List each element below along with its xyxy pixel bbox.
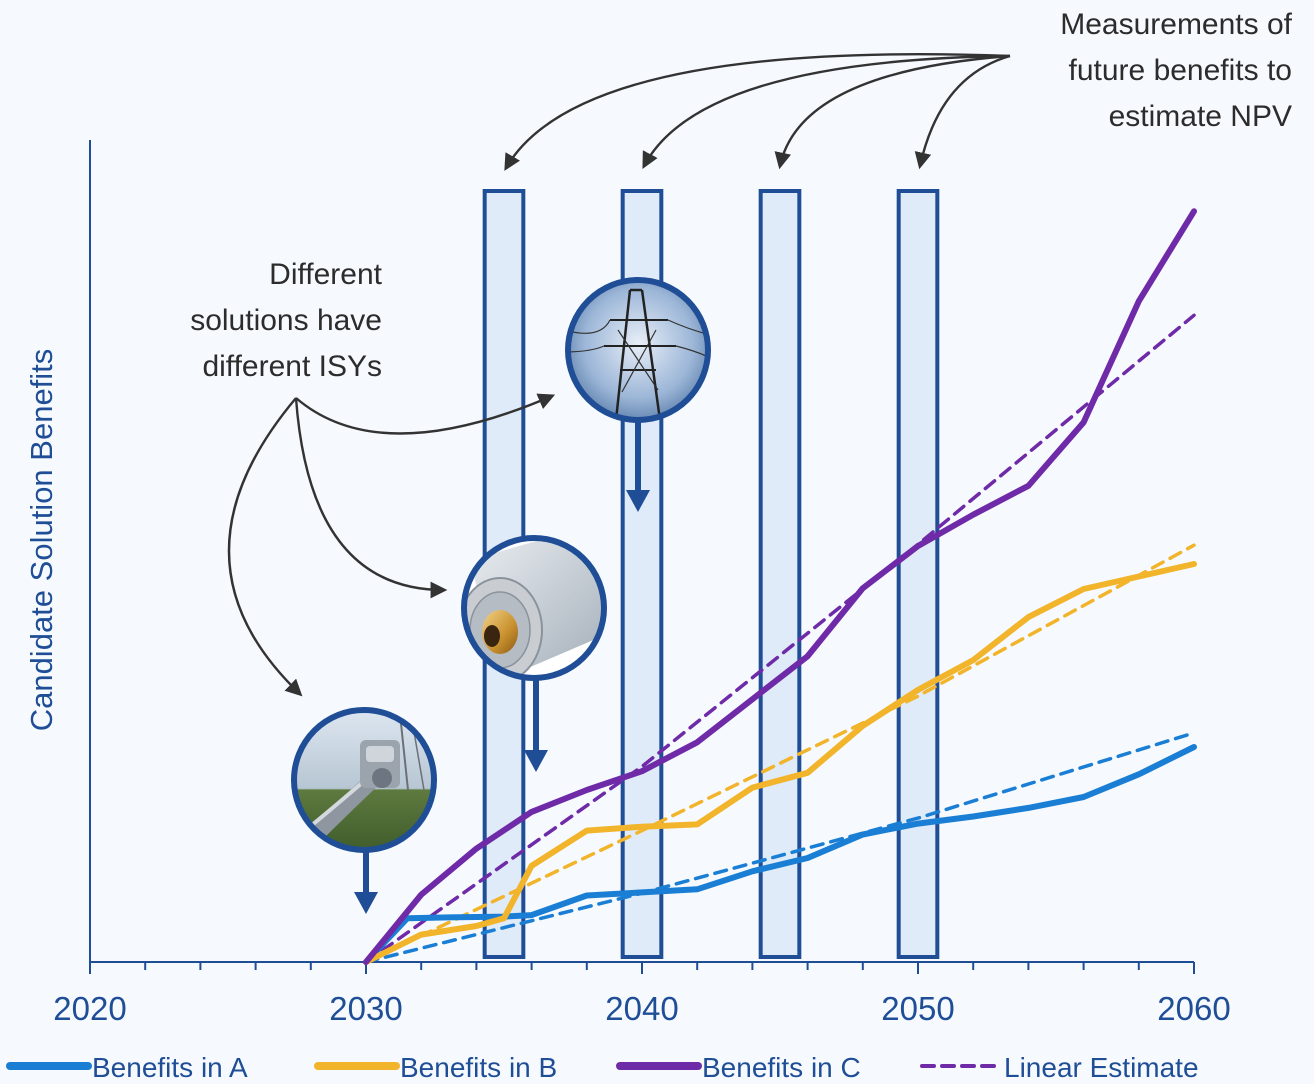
isy-arrow-to-insulator xyxy=(227,397,303,697)
isy-annotation-arrows xyxy=(227,393,556,697)
legend: Benefits in A Benefits in B Benefits in C L… xyxy=(6,1052,1199,1083)
x-tick-label: 2050 xyxy=(881,990,954,1027)
measurement-band-2050 xyxy=(896,189,940,959)
series-line-linear-estimate-f2b42a xyxy=(364,543,1196,964)
y-axis-label: Candidate Solution Benefits xyxy=(24,349,59,732)
isy-arrow-c-head xyxy=(626,490,650,512)
legend-label: Linear Estimate xyxy=(1004,1052,1199,1083)
annotation-measurements-line3: estimate NPV xyxy=(1109,100,1292,133)
measurement-arrows xyxy=(504,53,1011,171)
measurement-arrow-2035 xyxy=(504,53,1011,171)
measurement-arrow-2040 xyxy=(642,54,1011,169)
annotation-isy-line2: solutions have xyxy=(190,304,382,337)
legend-label: Benefits in A xyxy=(92,1052,248,1083)
transmission-tower-photo-icon xyxy=(565,277,711,423)
x-tick-label: 2060 xyxy=(1157,990,1230,1027)
isy-arrow-b-head xyxy=(524,750,548,772)
series-line-benefits-in-c xyxy=(363,208,1197,965)
legend-label: Benefits in C xyxy=(702,1052,861,1083)
annotation-measurements-line2: future benefits to xyxy=(1069,54,1292,87)
measurement-band-2045 xyxy=(758,189,802,959)
series-line-benefits-in-b xyxy=(363,561,1197,965)
series-line-benefits-in-a xyxy=(363,744,1197,965)
annotation-isy-line3: different ISYs xyxy=(202,350,382,383)
measurement-arrow-2050 xyxy=(914,54,1011,170)
x-tick-label: 2040 xyxy=(605,990,678,1027)
isy-arrow-to-tower xyxy=(295,393,556,435)
isy-arrows xyxy=(354,422,650,914)
isy-arrow-a-head xyxy=(354,892,378,914)
x-tick-label: 2020 xyxy=(53,990,126,1027)
annotation-measurements-line1: Measurements of xyxy=(1060,8,1292,41)
legend-label: Benefits in B xyxy=(400,1052,557,1083)
isy-arrow-to-cable xyxy=(294,397,448,599)
insulator-photo-icon xyxy=(291,707,437,853)
annotation-isy-line1: Different xyxy=(269,258,383,291)
series-line-linear-estimate-1a7fd4 xyxy=(364,731,1196,964)
series-line-linear-estimate-6f2aa8 xyxy=(364,313,1196,964)
x-tick-label: 2030 xyxy=(329,990,402,1027)
measurement-arrow-2045 xyxy=(774,54,1011,170)
